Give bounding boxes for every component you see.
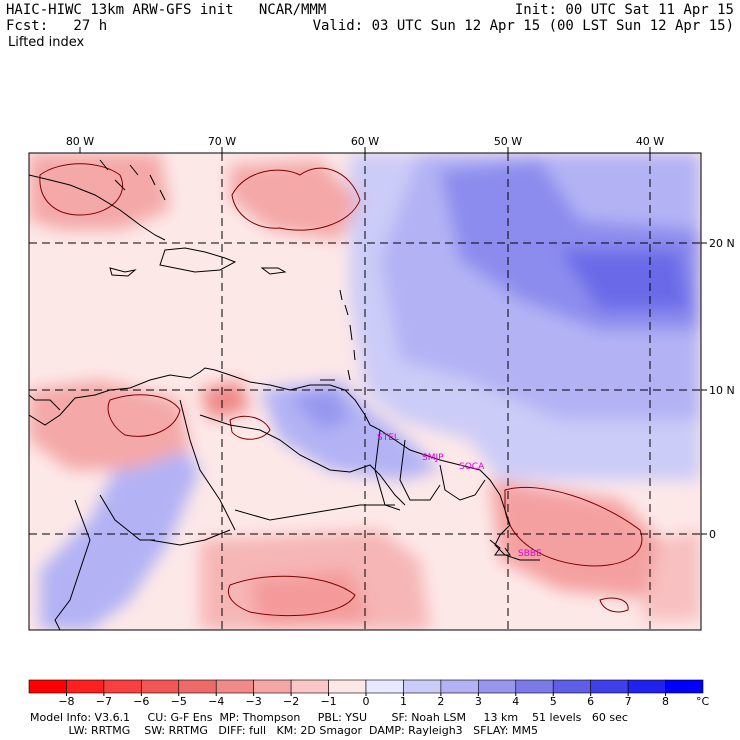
colorbar-tick-label: 4 (512, 695, 519, 708)
colorbar-tick-label: 1 (400, 695, 407, 708)
model-title: HAIC-HIWC 13km ARW-GFS init NCAR/MMM (6, 2, 327, 18)
colorbar-tick-label: −1 (320, 695, 336, 708)
graticule (29, 153, 701, 630)
colorbar-tick-label: −5 (171, 695, 187, 708)
contour-lines (39, 163, 643, 617)
colorbar-tick-label: −7 (96, 695, 112, 708)
colorbar-tick-label: −2 (283, 695, 299, 708)
colorbar-swatch (178, 679, 217, 694)
colorbar-tick-label: 0 (363, 695, 370, 708)
colorbar-unit: °C (696, 695, 710, 708)
colorbar-swatch (478, 679, 517, 694)
colorbar-tick-label: −3 (246, 695, 262, 708)
colorbar: −8 −7 −6 −5 −4 −3 −2 −1 0 1 2 3 4 5 6 7 8 (28, 679, 704, 708)
lon-label-40w: 40 W (636, 135, 664, 148)
colorbar-tick-label: 6 (587, 695, 594, 708)
init-time: Init: 00 UTC Sat 11 Apr 15 (514, 2, 734, 18)
lat-label-0: 0 (709, 528, 716, 541)
colorbar-swatch (552, 679, 591, 694)
colorbar-tick-label: 2 (437, 695, 444, 708)
colorbar-swatch (253, 679, 292, 694)
model-info-line-1: Model Info: V3.6.1 CU: G-F Ens MP: Thomp… (30, 711, 628, 724)
colorbar-tick-label: −4 (208, 695, 224, 708)
model-info-line-2: LW: RRTMG SW: RRTMG DIFF: full KM: 2D Sm… (30, 724, 538, 737)
shaded-field (29, 153, 701, 630)
colorbar-swatch (328, 679, 367, 694)
colorbar-swatch (665, 679, 704, 694)
lat-label-20n: 20 N (709, 237, 735, 250)
lat-label-10n: 10 N (709, 384, 735, 397)
colorbar-swatch (103, 679, 142, 694)
forecast-hour: Fcst: 27 h (6, 18, 108, 34)
colorbar-swatch (290, 679, 329, 694)
field-name: Lifted index (8, 35, 85, 50)
lon-label-60w: 60 W (351, 135, 379, 148)
station-label-sbbe: SBBE (518, 549, 542, 559)
colorbar-swatch (66, 679, 105, 694)
colorbar-swatch (590, 679, 629, 694)
colorbar-tick-label: 7 (625, 695, 632, 708)
colorbar-tick-label: 3 (475, 695, 482, 708)
lon-label-50w: 50 W (494, 135, 522, 148)
colorbar-tick-label: 8 (662, 695, 669, 708)
colorbar-swatch (440, 679, 479, 694)
colorbar-tick-label: −8 (58, 695, 74, 708)
valid-time: Valid: 03 UTC Sun 12 Apr 15 (00 LST Sun … (312, 18, 734, 34)
station-label-stel: STEL (377, 433, 399, 443)
station-label-smjp: SMJP (422, 453, 444, 463)
colorbar-swatch (28, 679, 67, 694)
colorbar-swatch (627, 679, 666, 694)
colorbar-swatch (403, 679, 442, 694)
colorbar-swatch (141, 679, 180, 694)
lon-label-70w: 70 W (208, 135, 236, 148)
colorbar-tick-label: 5 (550, 695, 557, 708)
colorbar-swatch (365, 679, 404, 694)
station-label-soca: SOCA (459, 462, 485, 472)
lon-label-80w: 80 W (66, 135, 94, 148)
colorbar-swatch (515, 679, 554, 694)
colorbar-tick-label: −6 (133, 695, 149, 708)
colorbar-swatch (215, 679, 254, 694)
